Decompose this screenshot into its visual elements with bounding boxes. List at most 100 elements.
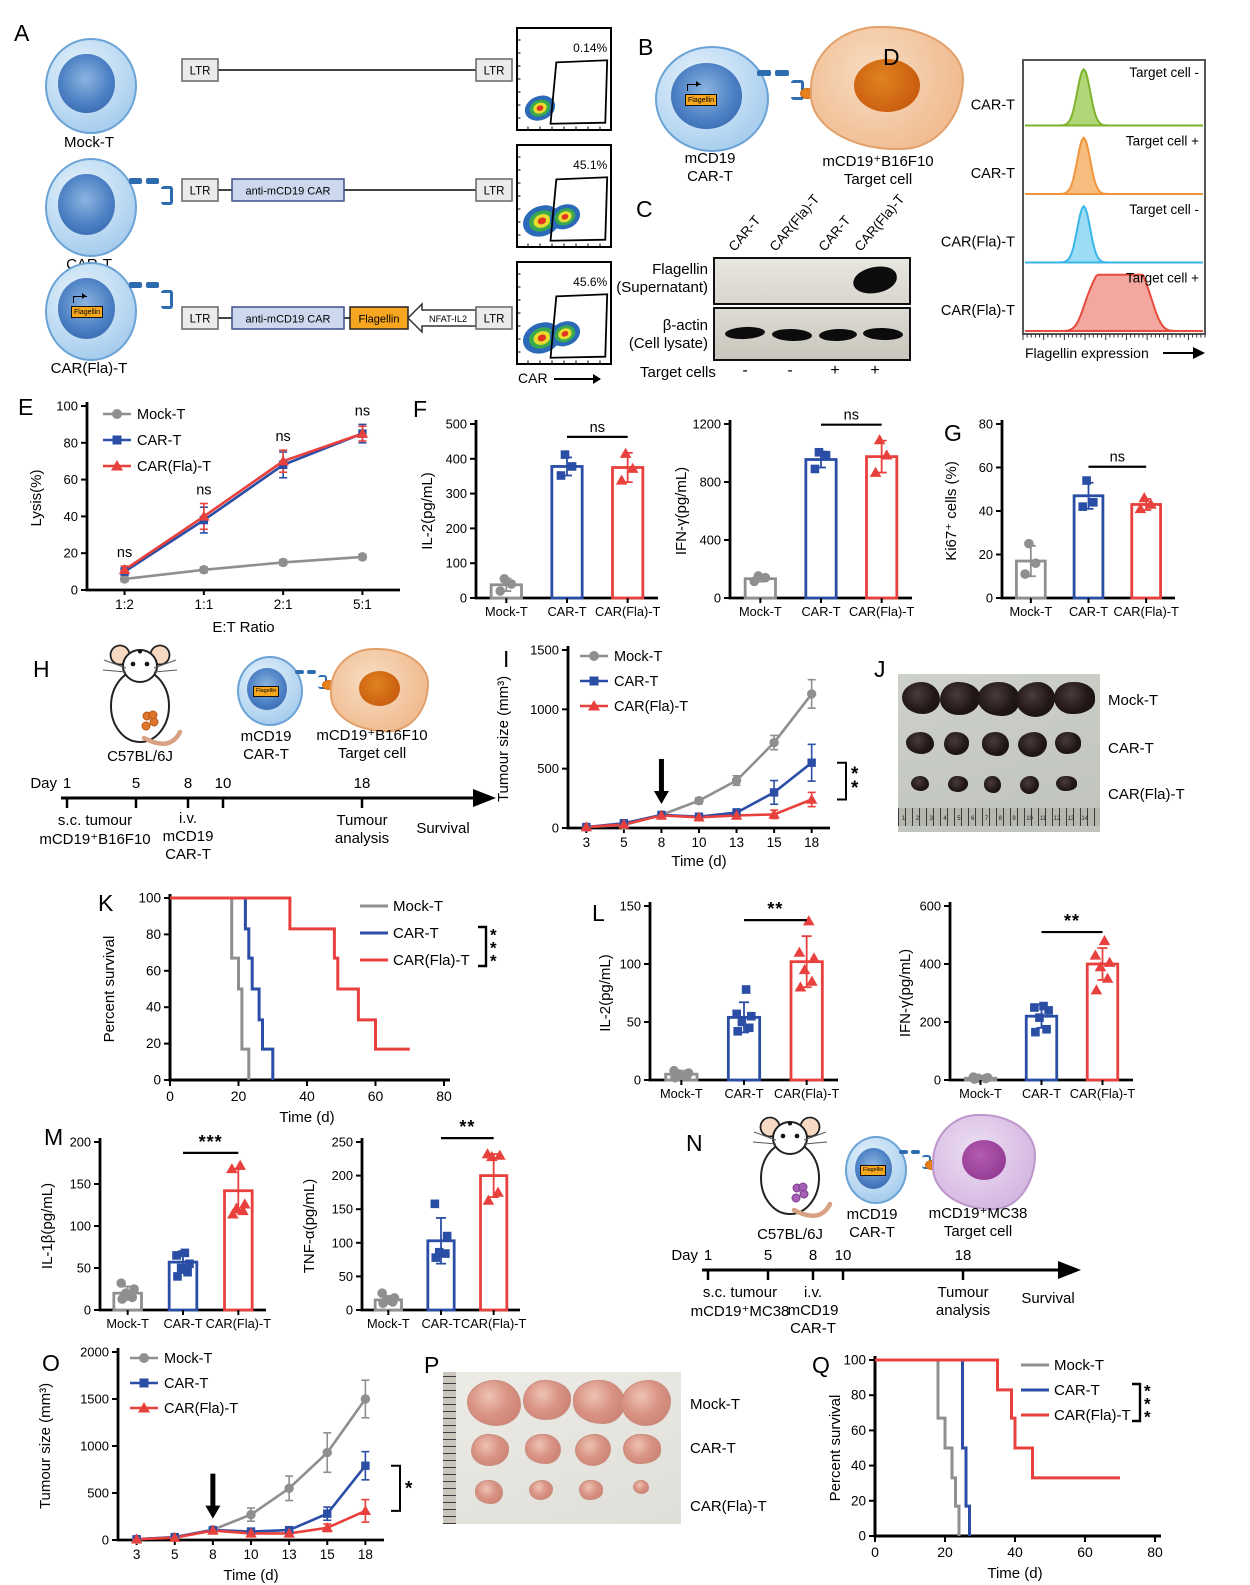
construct-diagram-car-fla: LTR anti-mCD19 CAR Flagellin NFAT-IL2 LTR bbox=[181, 302, 513, 334]
chart-path bbox=[875, 1358, 961, 1536]
chart-polygon bbox=[549, 59, 609, 125]
chart-path bbox=[619, 447, 632, 458]
timeline-note: i.v. bbox=[178, 810, 198, 827]
car-receptor-icon bbox=[146, 282, 159, 288]
tumour-blob bbox=[623, 1434, 661, 1464]
tumour-size-mc38-chart: 0 500 1000 1500 2000 3 5 8 10 13 15 18 Time (d) Tumou… bbox=[37, 1345, 413, 1585]
chart-rect bbox=[1078, 502, 1088, 511]
ruler-number: 1 bbox=[902, 816, 906, 822]
chart-path bbox=[226, 1163, 238, 1174]
chart-text: Mock-T bbox=[137, 407, 185, 423]
target-label-line2: Target cell bbox=[337, 745, 407, 762]
mc38-cell-icon bbox=[932, 1114, 1036, 1210]
chart-text: 80 bbox=[851, 1388, 866, 1403]
panel-letter-f: F bbox=[413, 396, 428, 422]
chart-rect bbox=[567, 462, 577, 471]
panel-letter-a: A bbox=[14, 20, 30, 46]
chart-text: 20 bbox=[146, 1036, 161, 1051]
tumour-blob bbox=[1016, 682, 1055, 717]
chart-ellipse bbox=[536, 105, 544, 111]
ruler-number: 9 bbox=[1012, 816, 1016, 822]
chart-text: Mock-T bbox=[164, 1351, 212, 1367]
mouse-icon bbox=[752, 1116, 833, 1218]
target-sign-4: + bbox=[870, 362, 880, 379]
actin-band bbox=[724, 325, 766, 341]
chart-path bbox=[478, 925, 488, 968]
car-binder-icon bbox=[161, 290, 173, 309]
chart-ellipse bbox=[537, 334, 547, 342]
chart-text: 5 bbox=[764, 1247, 772, 1264]
chart-text: 1 bbox=[704, 1247, 712, 1264]
chart-rect bbox=[176, 1263, 186, 1273]
chart-text: IL-2(pg/mL) bbox=[597, 954, 614, 1032]
tumour-blob bbox=[978, 682, 1020, 716]
mock-t-label: Mock-T bbox=[64, 134, 114, 151]
blot1-label-line1: Flagellin bbox=[652, 261, 708, 278]
cart-label-line1: mCD19 bbox=[240, 728, 292, 745]
chart-text: 45.6% bbox=[573, 275, 607, 289]
chart-text: IFN-γ(pg/mL) bbox=[673, 467, 690, 555]
chart-text: 60 bbox=[64, 472, 78, 487]
lane-label-4: CAR(Fla)-T bbox=[851, 191, 908, 254]
chart-text: Target cell - bbox=[1129, 65, 1199, 80]
chart-text: 0 bbox=[102, 1533, 109, 1548]
chart-text: Tumour size (mm³) bbox=[37, 1383, 54, 1509]
chart-text: * bbox=[490, 952, 497, 971]
chart-text: ns bbox=[117, 545, 132, 561]
target-label-line1: mCD19⁺MC38 bbox=[928, 1205, 1028, 1222]
chart-path bbox=[693, 811, 705, 822]
chart-circle bbox=[284, 1483, 294, 1493]
chart-text: 10 bbox=[835, 1247, 852, 1264]
chart-text: 50 bbox=[339, 1269, 353, 1284]
tumour-blob bbox=[982, 732, 1009, 756]
chart-text: 400 bbox=[446, 451, 467, 466]
cart-label-line1: mCD19 bbox=[846, 1206, 898, 1223]
chart-text: 0 bbox=[166, 1088, 174, 1104]
panel-letter-m: M bbox=[44, 1124, 64, 1150]
chart-text: * bbox=[851, 764, 859, 785]
chart-rect bbox=[611, 466, 645, 600]
chart-circle bbox=[1020, 569, 1030, 579]
chart-text: CAR(Fla)-T bbox=[1070, 1086, 1136, 1101]
chart-circle bbox=[798, 1182, 808, 1192]
chart-text: 15 bbox=[320, 1547, 335, 1562]
chart-rect bbox=[181, 178, 219, 202]
flagellin-expression-histograms: Target cell - CAR-T Target cell + CAR-T Targ… bbox=[941, 59, 1206, 361]
axis-arrow-icon bbox=[553, 374, 601, 385]
chart-text: 0.14% bbox=[573, 41, 607, 55]
chart-circle bbox=[794, 1133, 800, 1139]
chart-text: 13 bbox=[282, 1547, 297, 1562]
b16f10-cell-icon bbox=[330, 648, 429, 732]
chart-text: LTR bbox=[484, 314, 505, 326]
chart-rect bbox=[1130, 503, 1162, 600]
car-axis-text: CAR bbox=[518, 370, 548, 386]
chart-text: CAR(Fla)-T bbox=[393, 952, 470, 969]
chart-text: CAR-T bbox=[801, 604, 840, 619]
chart-circle bbox=[506, 579, 517, 589]
chart-path bbox=[238, 1198, 251, 1209]
tumour-blob bbox=[1056, 776, 1077, 791]
chart-rect bbox=[180, 1248, 190, 1258]
chart-text: Mock-T bbox=[614, 649, 662, 665]
car-receptor-icon bbox=[757, 70, 771, 76]
ruler-number: 8 bbox=[998, 816, 1002, 822]
chart-rect bbox=[1044, 1006, 1053, 1015]
chart-text: ns bbox=[275, 429, 290, 445]
chart-rect bbox=[431, 1253, 441, 1262]
chart-text: 150 bbox=[620, 899, 641, 914]
chart-rect bbox=[112, 435, 122, 445]
chart-text: Mock-T bbox=[1010, 604, 1053, 619]
timeline-n: 1 5 8 10 18 Day bbox=[671, 1247, 1081, 1280]
chart-text: ** bbox=[1064, 911, 1080, 931]
chart-path bbox=[1103, 956, 1116, 967]
timeline-note: Tumour bbox=[336, 812, 388, 829]
chart-rect bbox=[231, 178, 345, 202]
chart-rect bbox=[556, 471, 566, 480]
chart-path bbox=[169, 1531, 181, 1542]
chart-text: IL-2(pg/mL) bbox=[419, 472, 436, 550]
il2-invitro-chart: 0 100 200 300 400 500 Mock-T CAR-T CAR(Fla)-T ns I… bbox=[419, 417, 661, 620]
chart-text: 1:2 bbox=[115, 597, 134, 612]
chart-path bbox=[391, 1464, 401, 1512]
flow-plot-mock: 0.14% bbox=[516, 27, 612, 131]
chart-text: 20 bbox=[851, 1493, 866, 1508]
